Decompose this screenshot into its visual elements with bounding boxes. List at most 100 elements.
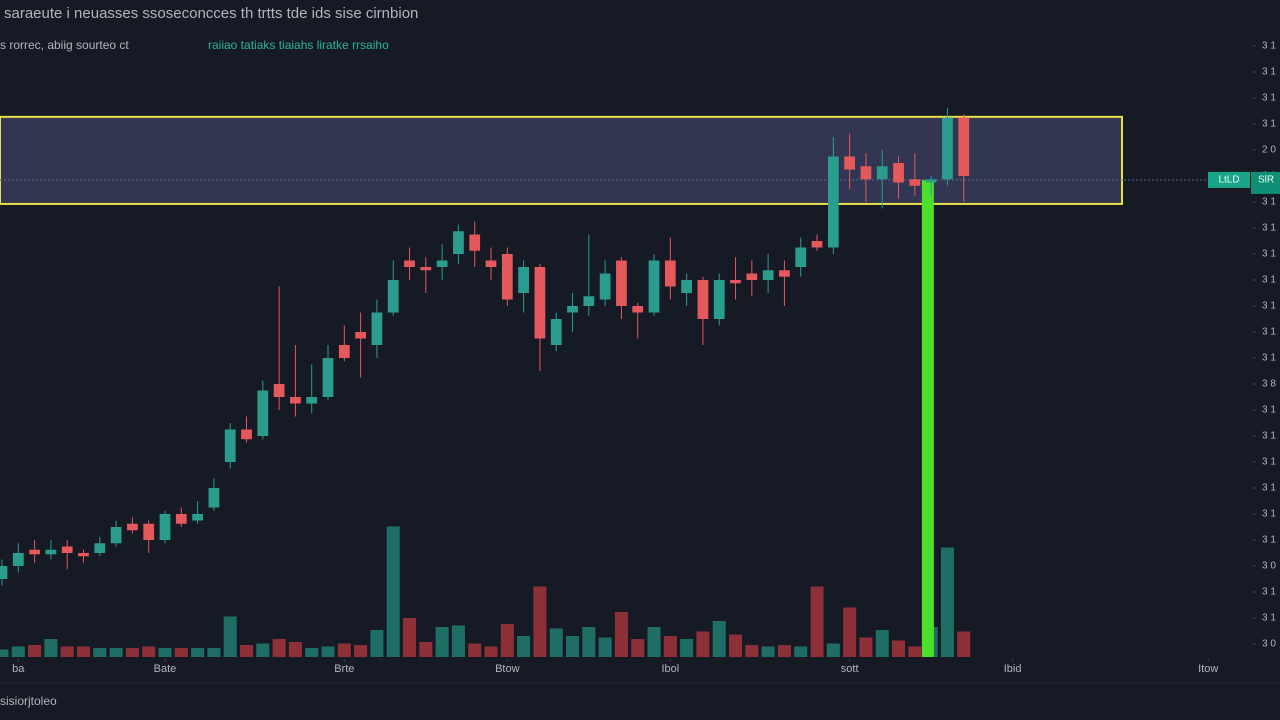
volume-bar — [549, 628, 563, 657]
volume-bar — [875, 630, 889, 657]
volume-bar — [468, 643, 482, 657]
volume-bar — [533, 586, 547, 657]
volume-bar — [239, 645, 254, 657]
candle-body — [61, 546, 73, 553]
volume-bar — [60, 646, 74, 657]
y-tick-label: 3 1 — [1262, 119, 1276, 130]
candle-body — [224, 429, 236, 462]
candle-body — [632, 306, 644, 313]
y-tick-label: 3 1 — [1262, 301, 1276, 312]
volume-bar — [663, 636, 677, 657]
volume-bar — [288, 642, 302, 657]
volume-bar — [402, 618, 417, 657]
volume-bar — [386, 526, 400, 657]
candle-body — [730, 280, 741, 284]
y-tick-label: 3 1 — [1262, 41, 1276, 52]
price-badge — [1251, 171, 1280, 194]
candle-body — [208, 488, 220, 508]
candle-body — [909, 179, 921, 186]
y-tick-label: 3 1 — [1262, 535, 1276, 546]
candle-body — [958, 117, 970, 176]
x-tick-label: Ibol — [661, 663, 679, 675]
volume-bar — [892, 640, 906, 657]
y-tick-label: 3 1 — [1262, 613, 1276, 624]
x-tick-label: Btow — [495, 663, 520, 675]
volume-bar — [28, 645, 42, 657]
candle-body — [387, 280, 399, 313]
candle-body — [762, 270, 774, 280]
volume-bar — [729, 634, 743, 657]
candle-body — [110, 527, 122, 544]
volume-bar — [272, 639, 286, 657]
volume-bar — [908, 646, 922, 657]
volume-bar — [794, 646, 808, 657]
candle-body — [534, 267, 546, 339]
volume-bar — [566, 636, 580, 657]
candle-body — [175, 514, 187, 524]
candle-body — [485, 260, 497, 267]
candle-body — [12, 553, 24, 566]
price-badge-label: SlR — [1258, 175, 1274, 186]
volume-bar — [745, 645, 759, 657]
price-badge — [1208, 171, 1250, 188]
y-tick-label: 3 1 — [1262, 509, 1276, 520]
volume-bar — [125, 648, 139, 657]
candle-body — [811, 241, 823, 248]
volume-bar — [484, 646, 498, 657]
volume-bar — [859, 637, 873, 657]
candle-body — [273, 384, 285, 397]
volume-bar — [777, 645, 791, 657]
y-tick-label: 3 1 — [1262, 405, 1276, 416]
y-tick-label: 3 1 — [1262, 353, 1276, 364]
volume-bar — [631, 639, 645, 657]
volume-bar — [940, 547, 954, 657]
candle-body — [518, 267, 530, 293]
candle-body — [45, 549, 57, 555]
candle-body — [371, 312, 383, 345]
candle-body — [0, 566, 8, 579]
volume-bar — [93, 648, 107, 657]
highlight-bar — [921, 179, 934, 657]
candle-body — [616, 260, 627, 306]
x-tick-label: Bate — [154, 663, 177, 675]
y-tick-label: 3 1 — [1262, 275, 1276, 286]
volume-bar — [435, 627, 449, 657]
candle-body — [746, 273, 758, 280]
candle-body — [779, 270, 790, 277]
volume-bar — [109, 648, 123, 657]
volume-bar — [354, 645, 368, 657]
y-tick-label: 3 1 — [1262, 327, 1276, 338]
volume-bar — [826, 643, 840, 657]
candle-body — [795, 247, 807, 267]
volume-bar — [174, 648, 188, 657]
candle-body — [127, 523, 138, 531]
candle-body — [453, 231, 464, 254]
candle-body — [697, 280, 709, 319]
candle-body — [94, 543, 106, 553]
zone — [0, 115, 1123, 205]
y-tick-label: 3 1 — [1262, 249, 1276, 260]
volume-bar — [223, 616, 237, 657]
volume-bar — [158, 648, 172, 657]
volume-bar — [0, 649, 9, 657]
volume-bar — [582, 627, 596, 657]
x-tick-label: sott — [841, 663, 859, 675]
volume-bar — [680, 639, 694, 657]
y-tick-label: 3 1 — [1262, 587, 1276, 598]
subtitle-highlight: raiiao tatiaks tiaiahs liratke rrsaiho — [208, 38, 389, 52]
candle-body — [78, 553, 89, 557]
candle-body — [338, 345, 350, 358]
volume-bar — [712, 621, 726, 657]
subtitle: s rorrec, abiig sourteo ct — [0, 38, 129, 52]
volume-bar — [517, 636, 531, 657]
volume-bar — [191, 648, 205, 657]
candle-body — [469, 234, 481, 251]
volume-bar — [647, 627, 661, 657]
candle-body — [550, 319, 562, 345]
y-tick-label: 3 1 — [1262, 67, 1276, 78]
candle-body — [713, 280, 725, 319]
volume-bar — [419, 642, 433, 657]
candle-body — [599, 273, 611, 300]
y-tick-label: 3 1 — [1262, 93, 1276, 104]
